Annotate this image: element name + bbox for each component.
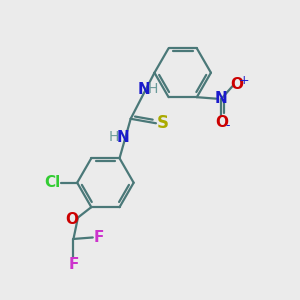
- Text: N: N: [116, 130, 129, 145]
- Text: N: N: [215, 91, 228, 106]
- Text: H: H: [109, 130, 119, 144]
- Text: F: F: [94, 230, 104, 245]
- Text: +: +: [238, 74, 249, 87]
- Text: O: O: [215, 115, 228, 130]
- Text: -: -: [226, 119, 230, 132]
- Text: O: O: [230, 77, 243, 92]
- Text: H: H: [148, 82, 158, 96]
- Text: F: F: [68, 257, 79, 272]
- Text: Cl: Cl: [44, 175, 61, 190]
- Text: S: S: [157, 114, 169, 132]
- Text: N: N: [138, 82, 150, 97]
- Text: O: O: [65, 212, 79, 227]
